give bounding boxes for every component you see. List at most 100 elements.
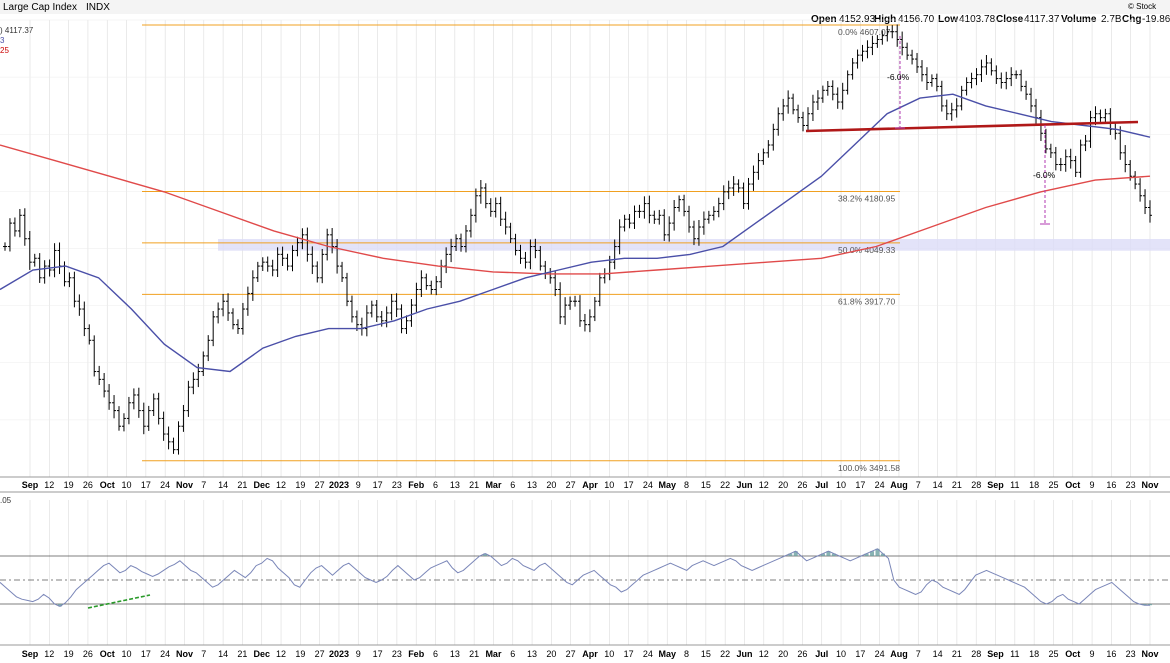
price-bar [449, 238, 454, 263]
x-tick-label: Sep [22, 480, 39, 490]
price-bar [984, 54, 989, 75]
price-bar [1058, 157, 1063, 172]
price-bar [523, 251, 528, 269]
price-bar [384, 306, 389, 328]
legend-ma-long: 25 [0, 46, 9, 55]
price-bar [855, 49, 860, 69]
price-bar [815, 90, 820, 110]
price-bar [3, 242, 7, 251]
price-bar [1019, 69, 1024, 92]
x-tick-label: 6 [433, 480, 438, 490]
price-bar [221, 293, 226, 317]
x-tick-label: Oct [100, 649, 115, 659]
price-bar [617, 219, 622, 255]
price-bar [701, 211, 706, 235]
price-bar [746, 177, 751, 210]
price-bar [463, 225, 468, 253]
x-tick-label: Sep [987, 649, 1004, 659]
x-tick-label: 19 [295, 649, 305, 659]
price-bar [989, 58, 994, 76]
x-tick-label: 20 [778, 649, 788, 659]
x-tick-label: 21 [469, 480, 479, 490]
x-tick-label: 24 [160, 649, 170, 659]
price-bar [503, 211, 508, 235]
price-bar [7, 218, 12, 252]
price-bar [473, 188, 478, 223]
price-bar [136, 387, 141, 418]
price-bar [776, 107, 781, 136]
price-panel: 0.0% 4607.07 38.2% 4180.95 50.0% 4049.33 61… [0, 19, 1170, 478]
price-bar [121, 413, 126, 432]
x-tick-label: 25 [1048, 649, 1058, 659]
price-bar [255, 261, 260, 283]
price-bar [642, 196, 647, 219]
price-bar [1118, 126, 1123, 160]
price-bar [736, 179, 741, 193]
x-tick-label: 24 [160, 480, 170, 490]
x-tick-label: Feb [408, 480, 425, 490]
price-bar [612, 239, 617, 270]
ohlc-readout: Open 4152.93 High 4156.70 Low 4103.78 Cl… [811, 14, 1170, 25]
price-bar [454, 234, 459, 251]
rsi-extreme-fill [880, 553, 885, 556]
price-bar [677, 195, 682, 212]
price-bar [919, 60, 924, 82]
price-bar [528, 239, 533, 270]
x-tick-label: 21 [237, 649, 247, 659]
fib-label: 38.2% 4180.95 [838, 193, 895, 203]
rsi-extreme-fill [793, 551, 798, 556]
decline-label: -6.0% [1033, 170, 1056, 180]
price-bar [1009, 67, 1014, 87]
price-bar [513, 233, 518, 256]
x-tick-label: 23 [1126, 480, 1136, 490]
x-tick-label: 17 [624, 480, 634, 490]
price-bar [1043, 128, 1048, 154]
fibonacci-levels: 0.0% 4607.07 38.2% 4180.95 50.0% 4049.33 61… [142, 24, 900, 473]
x-tick-label: 18 [1029, 649, 1039, 659]
price-bar [146, 405, 151, 431]
price-bar [969, 72, 974, 89]
price-bar [1098, 109, 1103, 122]
price-bar [895, 24, 900, 47]
x-tick-label: 17 [855, 649, 865, 659]
price-bar [558, 282, 563, 325]
price-bar [716, 197, 721, 218]
x-tick-label: 23 [392, 649, 402, 659]
price-bar [885, 25, 890, 42]
price-bar [444, 247, 449, 274]
price-bar [518, 244, 523, 264]
x-tick-label: 14 [218, 480, 228, 490]
price-bar [1133, 171, 1138, 190]
price-bar [1073, 155, 1078, 178]
divergence-line [87, 594, 151, 609]
price-bar [1088, 110, 1093, 148]
price-bar [543, 260, 548, 280]
price-bar [870, 35, 875, 56]
price-bar [761, 148, 766, 165]
price-bar [325, 228, 330, 261]
price-bar [419, 270, 424, 298]
x-tick-label: Mar [485, 480, 502, 490]
price-bar [374, 299, 379, 323]
price-bar [354, 310, 359, 331]
x-tick-label: 25 [1048, 480, 1058, 490]
x-tick-label: 9 [356, 649, 361, 659]
price-bar [1004, 71, 1009, 90]
price-bar [310, 246, 315, 275]
price-bar [1113, 123, 1118, 140]
price-bar [498, 196, 503, 227]
x-tick-label: 7 [916, 649, 921, 659]
x-tick-label: 21 [952, 649, 962, 659]
price-bar [216, 302, 221, 324]
price-bar [538, 246, 543, 271]
neckline-line [805, 120, 1139, 133]
price-bar [751, 165, 756, 191]
price-bar [860, 44, 865, 62]
price-bar [459, 233, 464, 252]
rsi-panel [0, 500, 1170, 645]
x-tick-label: 17 [141, 649, 151, 659]
x-tick-label: 28 [971, 649, 981, 659]
price-bar [974, 68, 979, 86]
price-bar [186, 380, 191, 417]
x-tick-label: 12 [276, 649, 286, 659]
